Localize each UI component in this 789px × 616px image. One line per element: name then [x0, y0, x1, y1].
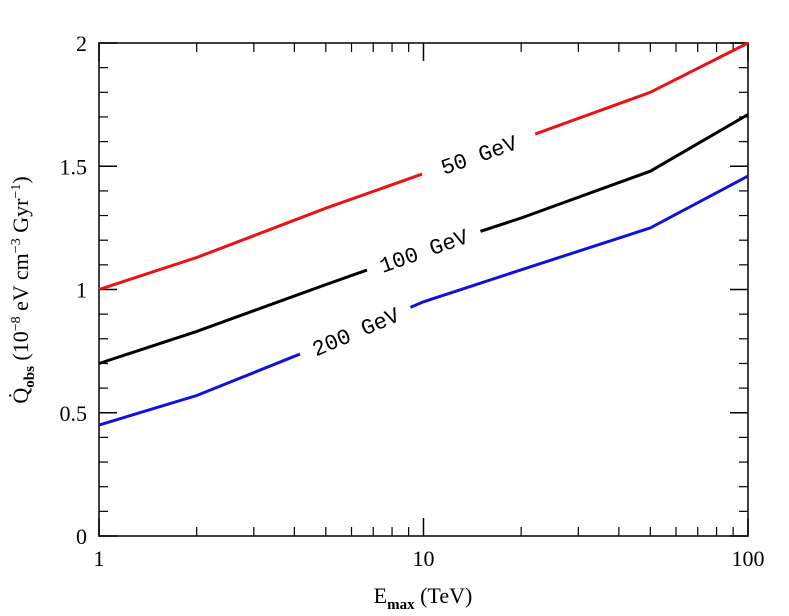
curve-label-group: 200 GeV [295, 295, 416, 367]
label-gap [417, 121, 540, 187]
y-label-sup: −3 [9, 238, 24, 253]
x-tick-label: 100 [732, 546, 765, 571]
y-label-part: (10 [8, 331, 33, 366]
curve-label-group: 50 GeV [417, 121, 540, 187]
x-tick-label: 1 [94, 546, 105, 571]
legend-label: 200 GeV [309, 303, 405, 363]
y-tick-label: 2 [76, 31, 87, 56]
y-tick-label: 0.5 [60, 401, 88, 426]
x-tick-label: 10 [413, 546, 435, 571]
curve-label-group: 100 GeV [362, 217, 485, 283]
y-label-part: ) [8, 176, 33, 183]
y-label-part: eV cm [8, 253, 33, 316]
y-label-sup: −1 [9, 184, 24, 199]
label-gap [295, 295, 416, 367]
x-label-part: (TeV) [415, 583, 473, 608]
y-label-sup: −8 [9, 316, 24, 331]
y-tick-label: 1 [76, 278, 87, 303]
x-label-sub: max [387, 597, 415, 613]
legend-label: 100 GeV [377, 225, 473, 280]
plot-frame [98, 42, 749, 537]
y-label-part: Gyr [8, 198, 33, 238]
y-tick-label: 0 [76, 524, 87, 549]
label-gap [362, 217, 485, 283]
curve [98, 174, 749, 427]
y-label-part: Q̇ [8, 388, 33, 404]
y-label-sub: obs [22, 366, 38, 388]
legend-label: 50 GeV [438, 131, 522, 181]
y-tick-label: 1.5 [60, 154, 88, 179]
x-axis-label: Emax (TeV) [374, 583, 473, 613]
y-axis-label: Q̇obs (10−8 eV cm−3 Gyr−1) [8, 176, 38, 403]
x-label-part: E [374, 583, 387, 608]
